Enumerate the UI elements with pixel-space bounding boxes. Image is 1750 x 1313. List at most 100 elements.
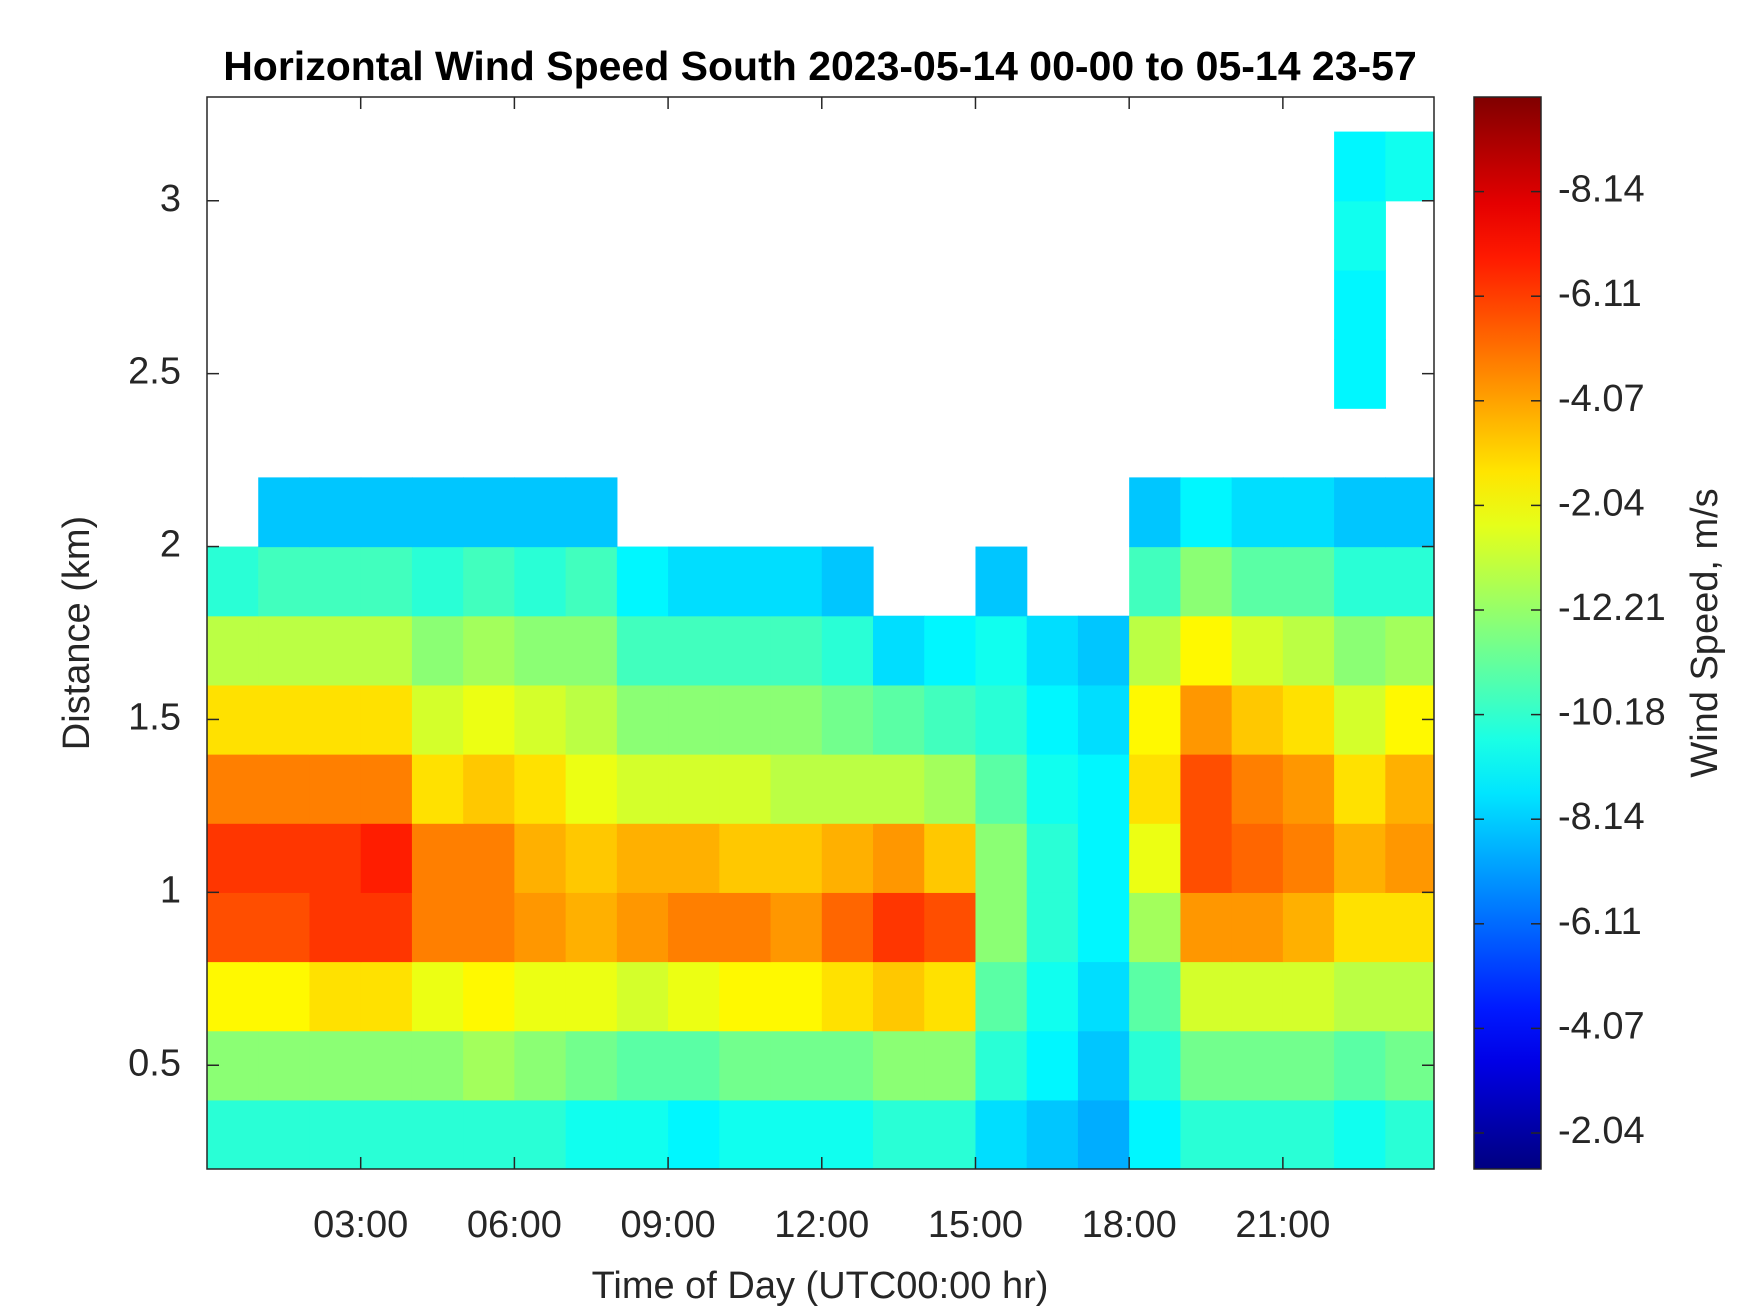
heatmap-cell <box>1129 961 1182 1032</box>
heatmap-cell <box>411 961 464 1032</box>
heatmap-cell <box>616 823 669 893</box>
heatmap-cell <box>1282 1030 1335 1101</box>
heatmap-cell <box>1129 1030 1182 1101</box>
heatmap-cell <box>668 546 720 617</box>
heatmap-cell <box>821 754 874 824</box>
heatmap-cell <box>258 754 311 824</box>
heatmap-cell <box>1385 754 1434 824</box>
heatmap-cell <box>821 684 874 755</box>
heatmap-cell <box>309 615 362 686</box>
heatmap-cell <box>821 1099 874 1169</box>
heatmap-cell <box>924 892 977 963</box>
heatmap-cell <box>1129 615 1182 686</box>
heatmap-cell <box>1334 546 1386 617</box>
heatmap-cell <box>873 892 925 963</box>
heatmap-cell <box>975 684 1028 755</box>
heatmap-cell <box>565 1099 618 1169</box>
heatmap-cell <box>924 754 977 824</box>
heatmap-cell <box>719 1030 772 1101</box>
heatmap-cell <box>309 1030 362 1101</box>
heatmap-cell <box>1282 1099 1335 1169</box>
heatmap-cell <box>411 615 464 686</box>
heatmap-cell <box>258 823 311 893</box>
heatmap-cell <box>1282 477 1335 548</box>
heatmap-cell <box>1282 823 1335 893</box>
colorbar <box>1473 96 1542 1170</box>
heatmap-cell <box>719 546 772 617</box>
heatmap-cell <box>1334 477 1386 548</box>
heatmap-cell <box>411 546 464 617</box>
colorbar-tick-label: -12.21 <box>1558 587 1666 629</box>
heatmap-cell <box>1231 546 1284 617</box>
heatmap-cell <box>207 754 259 824</box>
x-tick-label: 12:00 <box>774 1204 869 1246</box>
heatmap-cell <box>1180 1099 1233 1169</box>
x-tick-label: 03:00 <box>313 1204 408 1246</box>
heatmap-cell <box>668 823 720 893</box>
heatmap-cell <box>463 892 515 963</box>
x-tick-label: 15:00 <box>928 1204 1023 1246</box>
heatmap-cell <box>1077 1099 1130 1169</box>
heatmap-cell <box>975 546 1028 617</box>
heatmap-cell <box>719 823 772 893</box>
heatmap-cell <box>207 961 259 1032</box>
heatmap-cell <box>1026 961 1079 1032</box>
heatmap-cell <box>258 684 311 755</box>
heatmap-cell <box>975 1099 1028 1169</box>
heatmap-cell <box>309 823 362 893</box>
heatmap-cell <box>1282 546 1335 617</box>
y-tick-label: 2.5 <box>128 351 181 393</box>
heatmap-cell <box>770 823 823 893</box>
y-axis-label: Distance (km) <box>56 516 98 750</box>
heatmap-cell <box>1180 1030 1233 1101</box>
heatmap-cell <box>1180 546 1233 617</box>
x-tick-label: 06:00 <box>467 1204 562 1246</box>
heatmap-cell <box>1180 477 1233 548</box>
heatmap-cell <box>719 892 772 963</box>
heatmap-cell <box>668 1030 720 1101</box>
heatmap-cell <box>1334 615 1386 686</box>
colorbar-tick-label: -2.04 <box>1558 1110 1645 1152</box>
heatmap-cell <box>719 961 772 1032</box>
heatmap-cell <box>258 1099 311 1169</box>
heatmap-cell <box>1282 684 1335 755</box>
y-tick-label: 2 <box>160 524 181 566</box>
x-tick-label: 09:00 <box>621 1204 716 1246</box>
heatmap-cell <box>565 823 618 893</box>
heatmap-cell <box>463 477 515 548</box>
heatmap-cell <box>1385 546 1434 617</box>
heatmap-cell <box>411 1099 464 1169</box>
heatmap-cell <box>360 754 413 824</box>
heatmap-cell <box>1077 684 1130 755</box>
heatmap-cell <box>514 1030 567 1101</box>
heatmap-cell <box>975 892 1028 963</box>
heatmap-cell <box>1077 615 1130 686</box>
heatmap-cell <box>770 615 823 686</box>
heatmap-cell <box>1282 961 1335 1032</box>
heatmap-cell <box>1385 823 1434 893</box>
heatmap-cell <box>565 615 618 686</box>
heatmap-cell <box>411 477 464 548</box>
heatmap-cell <box>514 1099 567 1169</box>
heatmap-cell <box>514 892 567 963</box>
heatmap-cell <box>873 754 925 824</box>
heatmap-cell <box>360 477 413 548</box>
heatmap-cell <box>565 684 618 755</box>
heatmap-cell <box>1282 892 1335 963</box>
heatmap-cell <box>924 961 977 1032</box>
heatmap-cell <box>309 684 362 755</box>
heatmap-cell <box>975 615 1028 686</box>
heatmap-cell <box>258 961 311 1032</box>
heatmap-cell <box>616 892 669 963</box>
heatmap-cell <box>1231 961 1284 1032</box>
heatmap-cell <box>1026 1030 1079 1101</box>
heatmap-cell <box>668 1099 720 1169</box>
heatmap-cell <box>258 615 311 686</box>
heatmap-cell <box>1231 754 1284 824</box>
heatmap-cell <box>873 1099 925 1169</box>
heatmap-cell <box>616 754 669 824</box>
heatmap-cell <box>463 823 515 893</box>
plot-frame <box>206 96 1435 1170</box>
heatmap-cell <box>360 961 413 1032</box>
